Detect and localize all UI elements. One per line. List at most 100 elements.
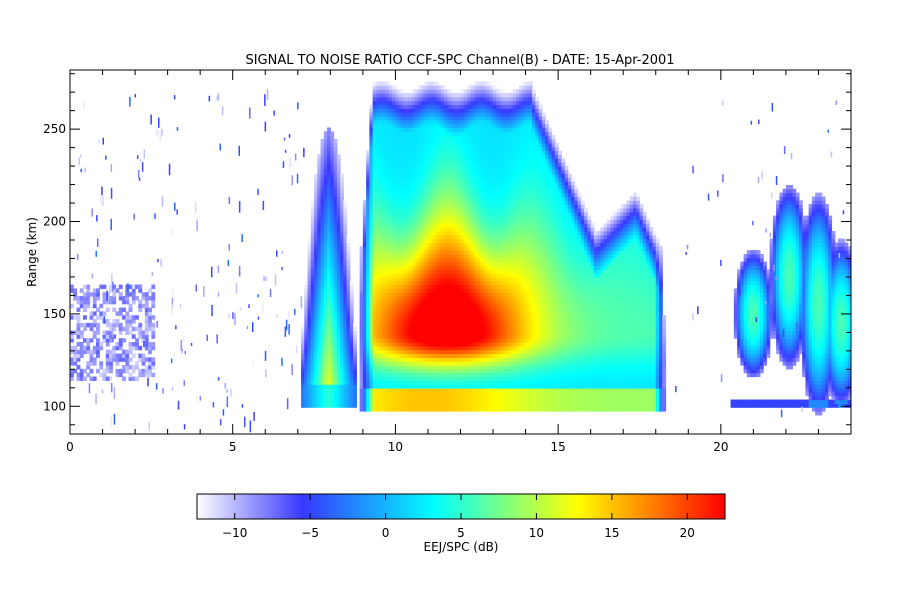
heatmap-cell: [307, 299, 312, 305]
heatmap-cell: [76, 376, 81, 381]
heatmap-cell: [405, 265, 410, 270]
heatmap-cell: [408, 342, 413, 347]
heatmap-cell: [453, 365, 458, 370]
heatmap-cell: [457, 376, 462, 381]
heatmap-cell: [362, 391, 367, 397]
heatmap-cell: [480, 112, 484, 117]
heatmap-cell: [343, 380, 348, 385]
heatmap-cell: [453, 273, 458, 278]
heatmap-cell: [307, 234, 312, 240]
heatmap-cell: [333, 138, 338, 144]
heatmap-cell: [359, 250, 364, 255]
heatmap-cell: [473, 265, 478, 270]
heatmap-cell: [480, 123, 484, 129]
heatmap-cell: [431, 227, 436, 232]
heatmap-cell: [496, 311, 501, 316]
heatmap-cell: [427, 269, 432, 274]
heatmap-cell: [118, 307, 123, 312]
heatmap-cell: [493, 131, 497, 136]
heatmap-cell: [379, 380, 383, 385]
heatmap-cell: [424, 403, 429, 408]
heatmap-cell: [411, 292, 416, 297]
heatmap-cell: [392, 158, 397, 163]
heatmap-cell: [493, 96, 497, 102]
heatmap-cell: [440, 284, 445, 289]
heatmap-cell: [493, 338, 497, 343]
heatmap-cell: [483, 311, 488, 316]
heatmap-cell: [450, 234, 455, 240]
heatmap-cell: [411, 146, 416, 152]
heatmap-cell: [408, 284, 413, 289]
heatmap-cell: [421, 250, 426, 255]
heatmap-cell: [434, 357, 439, 362]
heatmap-cell: [349, 280, 354, 286]
heatmap-cell: [330, 372, 335, 378]
heatmap-cell: [131, 299, 136, 305]
heatmap-cell: [453, 112, 458, 117]
heatmap-cell: [453, 315, 458, 320]
heatmap-cell: [460, 131, 465, 136]
heatmap-cell: [427, 169, 432, 175]
heatmap-cell: [317, 227, 322, 232]
heatmap-cell: [336, 330, 341, 335]
heatmap-cell: [502, 376, 507, 381]
heatmap-cell: [463, 303, 468, 309]
heatmap-cell: [362, 303, 367, 309]
heatmap-cell: [353, 391, 357, 397]
heatmap-cell: [476, 391, 481, 397]
heatmap-cell: [450, 280, 455, 286]
heatmap-cell: [421, 376, 426, 381]
heatmap-cell: [385, 319, 390, 324]
heatmap-cell: [480, 142, 484, 148]
heatmap-cell: [375, 92, 380, 98]
heatmap-cell: [86, 372, 91, 378]
heatmap-cell: [424, 292, 429, 297]
heatmap-cell: [388, 123, 393, 129]
heatmap-cell: [392, 196, 397, 201]
heatmap-cell: [483, 92, 488, 98]
heatmap-cell: [460, 104, 465, 109]
heatmap-cell: [327, 215, 331, 221]
heatmap-cell: [336, 296, 341, 301]
heatmap-cell: [307, 384, 312, 389]
heatmap-cell: [502, 119, 507, 125]
heatmap-cell: [405, 376, 410, 381]
heatmap-cell: [405, 319, 410, 324]
heatmap-cell: [470, 234, 475, 240]
heatmap-cell: [395, 296, 400, 301]
heatmap-cell: [457, 334, 462, 339]
heatmap-cell: [320, 158, 325, 163]
heatmap-cell: [408, 146, 413, 152]
heatmap-cell: [447, 177, 452, 182]
heatmap-cell: [330, 395, 335, 401]
heatmap-cell: [327, 276, 331, 282]
heatmap-cell: [398, 261, 403, 267]
heatmap-cell: [489, 338, 494, 343]
heatmap-cell: [421, 365, 426, 370]
heatmap-cell: [379, 322, 383, 328]
heatmap-cell: [493, 380, 497, 385]
heatmap-cell: [320, 165, 325, 171]
heatmap-cell: [366, 342, 370, 347]
heatmap-cell: [362, 261, 367, 267]
heatmap-cell: [359, 334, 364, 339]
heatmap-cell: [473, 181, 478, 186]
heatmap-cell: [499, 146, 504, 152]
heatmap-cell: [330, 146, 335, 152]
heatmap-cell: [401, 192, 406, 198]
heatmap-cell: [480, 273, 484, 278]
heatmap-cell: [502, 135, 507, 140]
heatmap-cell: [470, 380, 475, 385]
heatmap-cell: [467, 273, 471, 278]
heatmap-cell: [440, 223, 445, 228]
heatmap-cell: [414, 142, 419, 148]
heatmap-cell: [336, 357, 341, 362]
heatmap-cell: [499, 372, 504, 378]
heatmap-cell: [401, 349, 406, 355]
heatmap-cell: [427, 146, 432, 152]
heatmap-cell: [467, 403, 471, 408]
heatmap-cell: [499, 280, 504, 286]
heatmap-cell: [421, 138, 426, 144]
heatmap-cell: [385, 192, 390, 198]
heatmap-cell: [330, 315, 335, 320]
